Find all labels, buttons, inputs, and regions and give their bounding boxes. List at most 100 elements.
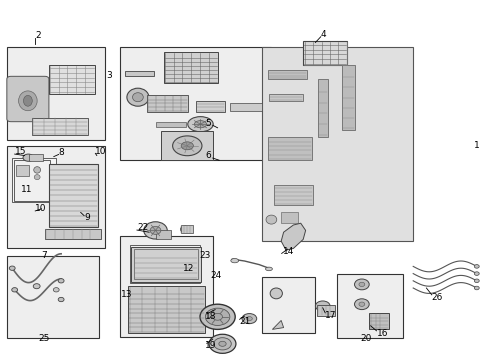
Text: 20: 20 xyxy=(359,334,371,343)
Ellipse shape xyxy=(194,121,206,128)
Bar xyxy=(229,103,261,111)
Polygon shape xyxy=(281,223,305,250)
Bar xyxy=(7,256,99,338)
Ellipse shape xyxy=(58,297,64,302)
Text: 23: 23 xyxy=(199,251,210,260)
Text: 26: 26 xyxy=(430,292,442,302)
Bar xyxy=(181,225,193,233)
Ellipse shape xyxy=(187,117,213,132)
Bar xyxy=(29,154,43,161)
Text: 4: 4 xyxy=(320,30,325,39)
Bar xyxy=(163,52,217,83)
Text: 18: 18 xyxy=(205,311,217,320)
Bar xyxy=(32,118,88,135)
Bar xyxy=(303,41,346,65)
Text: 12: 12 xyxy=(183,264,194,273)
Bar xyxy=(12,158,56,202)
Bar xyxy=(281,212,298,223)
Ellipse shape xyxy=(143,222,167,239)
Ellipse shape xyxy=(150,226,161,234)
Ellipse shape xyxy=(209,334,235,354)
Text: 9: 9 xyxy=(84,213,90,222)
Text: 24: 24 xyxy=(210,271,221,280)
Ellipse shape xyxy=(34,175,40,180)
Text: 10: 10 xyxy=(35,204,47,213)
Ellipse shape xyxy=(242,314,256,324)
Ellipse shape xyxy=(212,313,222,320)
Bar xyxy=(131,247,201,282)
Ellipse shape xyxy=(181,142,193,150)
Ellipse shape xyxy=(358,302,364,306)
Bar xyxy=(120,236,212,337)
Ellipse shape xyxy=(219,341,225,346)
Text: 14: 14 xyxy=(282,247,293,256)
Ellipse shape xyxy=(23,154,34,161)
Bar xyxy=(156,122,185,127)
Ellipse shape xyxy=(230,258,238,263)
Ellipse shape xyxy=(205,308,229,325)
Ellipse shape xyxy=(265,267,272,271)
Bar xyxy=(156,230,171,239)
Polygon shape xyxy=(272,320,283,329)
Ellipse shape xyxy=(172,136,202,156)
FancyBboxPatch shape xyxy=(7,76,49,122)
Text: 17: 17 xyxy=(325,310,336,320)
Text: 8: 8 xyxy=(59,148,64,157)
Text: 19: 19 xyxy=(205,341,217,350)
Ellipse shape xyxy=(473,272,478,275)
Bar xyxy=(49,65,95,94)
Bar xyxy=(45,229,101,239)
Text: 13: 13 xyxy=(121,289,133,299)
Ellipse shape xyxy=(354,279,368,290)
Ellipse shape xyxy=(269,288,282,299)
Text: 10: 10 xyxy=(95,147,107,156)
Text: 6: 6 xyxy=(205,152,211,161)
Bar xyxy=(14,160,50,201)
Ellipse shape xyxy=(9,266,15,270)
Bar xyxy=(134,249,197,279)
Bar xyxy=(7,146,105,248)
Text: 15: 15 xyxy=(15,148,26,156)
Text: 22: 22 xyxy=(137,223,148,233)
Bar xyxy=(146,95,188,112)
Ellipse shape xyxy=(213,338,231,350)
Text: 1: 1 xyxy=(472,141,478,150)
Text: 7: 7 xyxy=(41,251,47,260)
Bar xyxy=(267,70,306,79)
Ellipse shape xyxy=(200,304,235,329)
Bar xyxy=(195,101,224,112)
Text: 11: 11 xyxy=(20,185,32,194)
Bar xyxy=(342,65,354,130)
Bar xyxy=(128,286,205,333)
Bar xyxy=(273,185,312,205)
Ellipse shape xyxy=(473,286,478,290)
Text: 5: 5 xyxy=(205,118,211,127)
Ellipse shape xyxy=(53,288,59,292)
Text: 16: 16 xyxy=(376,328,387,338)
Ellipse shape xyxy=(58,279,64,283)
Text: 25: 25 xyxy=(38,334,50,343)
Ellipse shape xyxy=(246,317,252,320)
Bar xyxy=(268,94,303,101)
Bar xyxy=(261,47,412,241)
Bar xyxy=(7,47,105,140)
Bar xyxy=(120,47,271,160)
Bar xyxy=(129,245,200,283)
Ellipse shape xyxy=(315,301,329,311)
Ellipse shape xyxy=(126,88,148,106)
Text: 21: 21 xyxy=(239,317,250,326)
Bar xyxy=(317,79,327,137)
Ellipse shape xyxy=(180,226,189,233)
Ellipse shape xyxy=(354,299,368,310)
Ellipse shape xyxy=(473,265,478,268)
Ellipse shape xyxy=(23,95,32,106)
Ellipse shape xyxy=(358,282,364,287)
Bar xyxy=(124,71,154,76)
Ellipse shape xyxy=(19,91,37,111)
Bar xyxy=(161,131,212,160)
Ellipse shape xyxy=(132,93,143,102)
Bar xyxy=(368,313,388,329)
Text: 3: 3 xyxy=(106,71,112,80)
Bar xyxy=(316,305,335,316)
Bar xyxy=(261,277,315,333)
